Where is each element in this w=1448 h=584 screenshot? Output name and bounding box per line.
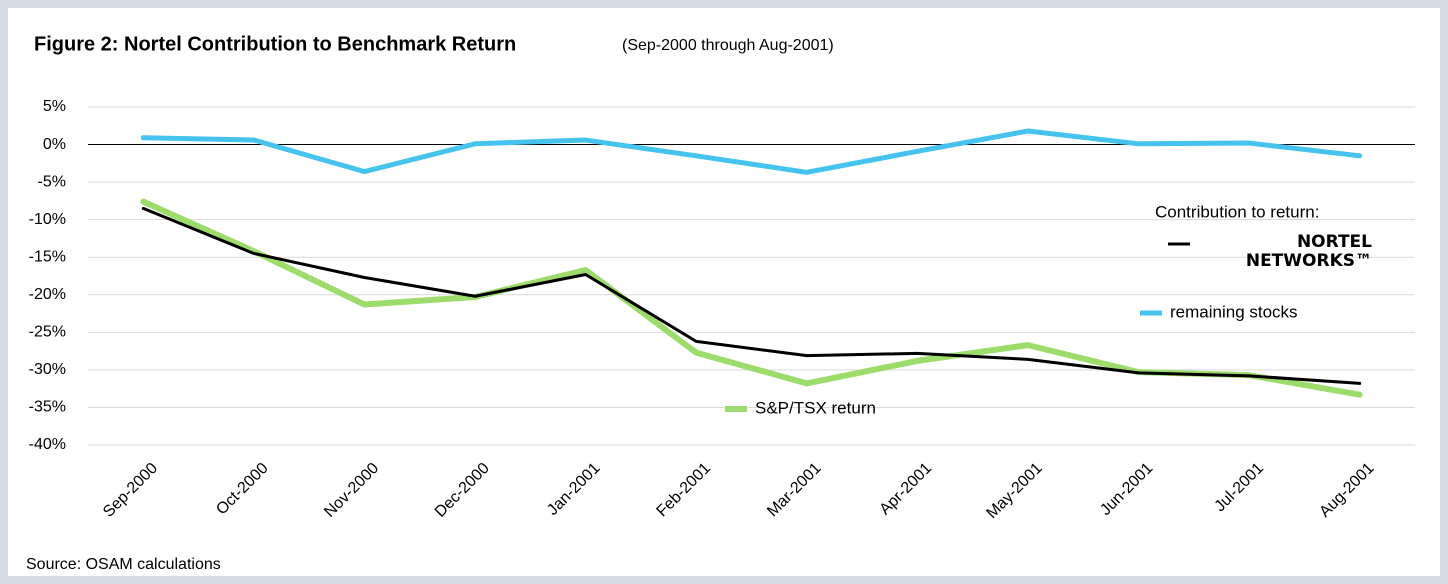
legend-label: S&P/TSX return [755,398,876,417]
legend-label-fo: NORTEL NETWORKS™ [1245,233,1372,271]
chart-title: Figure 2: Nortel Contribution to Benchma… [34,33,516,55]
legend-title: Contribution to return: [1155,202,1319,221]
y-tick-label: -35% [29,399,66,416]
y-tick-label: -30% [29,361,66,378]
chart-subtitle: (Sep-2000 through Aug-2001) [622,37,834,54]
y-tick-label: -5% [38,173,66,190]
y-tick-label: 5% [43,98,66,115]
legend-label: NORTEL NETWORKS™ [1245,233,1372,271]
y-tick-label: -20% [29,286,66,303]
y-tick-label: 0% [43,136,66,153]
series-line [140,128,1363,175]
y-tick-label: -10% [29,211,66,228]
y-tick-label: -15% [29,248,66,265]
source: Source: OSAM calculations [26,556,221,573]
series-line [141,206,1362,385]
y-tick-label: -40% [29,436,66,453]
legend-label: remaining stocks [1170,302,1298,321]
y-tick-label: -25% [29,324,66,341]
